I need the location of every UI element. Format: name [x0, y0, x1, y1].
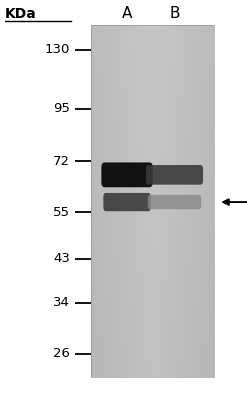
Text: 26: 26: [53, 347, 70, 360]
Text: 34: 34: [53, 296, 70, 309]
FancyBboxPatch shape: [101, 162, 153, 187]
Text: 55: 55: [53, 206, 70, 218]
FancyBboxPatch shape: [148, 195, 201, 209]
Text: 72: 72: [53, 155, 70, 168]
Text: A: A: [122, 6, 132, 22]
Text: B: B: [169, 6, 180, 22]
Text: 95: 95: [53, 102, 70, 116]
Text: 43: 43: [53, 252, 70, 265]
Bar: [91, 25, 214, 377]
Text: 130: 130: [45, 43, 70, 56]
FancyBboxPatch shape: [146, 165, 203, 185]
Text: KDa: KDa: [5, 8, 37, 22]
FancyBboxPatch shape: [103, 193, 151, 211]
